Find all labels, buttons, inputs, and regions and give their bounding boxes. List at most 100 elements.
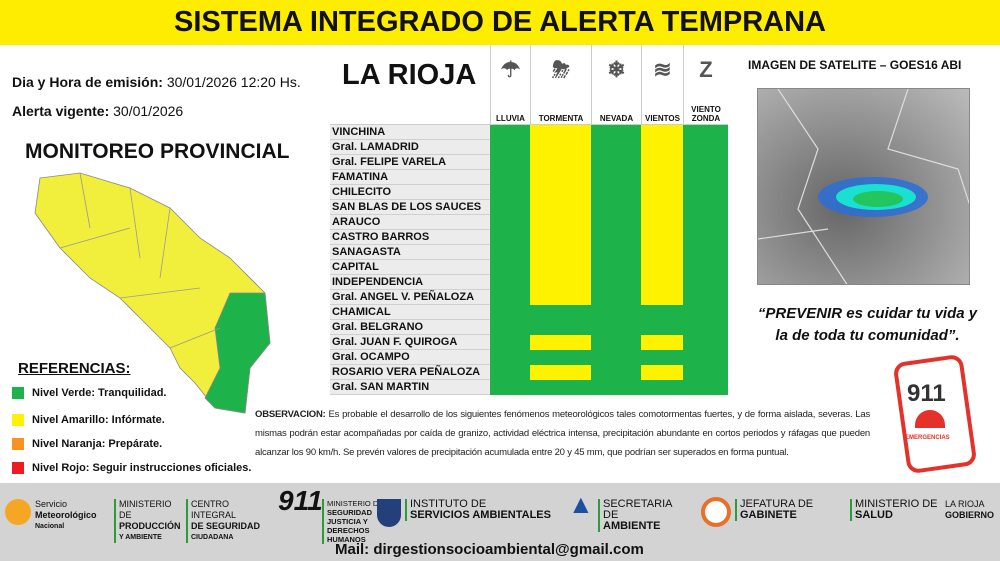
table-header: LA RIOJA ☂ LLUVIA ⛈ TORMENTA ❄ NEVADA ≋ VIENTOS… [330, 45, 728, 125]
department-name: INDEPENDENCIA [330, 275, 490, 289]
table-row: ARAUCO [330, 215, 728, 230]
alert-cell-green [591, 230, 641, 245]
alert-cell-yellow [530, 155, 591, 170]
alert-cell-yellow [530, 365, 591, 380]
department-name: CHILECITO [330, 185, 490, 199]
partner-logo: CENTRO INTEGRAL DE SEGURIDAD CIUDADANA 911 [186, 487, 323, 543]
gabinete-emblem-icon [701, 497, 731, 527]
alert-cell-green [490, 365, 530, 380]
department-name: Gral. SAN MARTIN [330, 380, 490, 394]
alert-cell-yellow [641, 170, 683, 185]
column-label: VIENTO ZONDA [691, 105, 721, 123]
alert-cell-yellow [641, 365, 683, 380]
map-green-region [204, 292, 271, 414]
department-name: CHAMICAL [330, 305, 490, 319]
reference-label: Nivel Amarillo: Infórmate. [32, 414, 165, 426]
table-row: Gral. OCAMPO [330, 350, 728, 365]
alert-cell-green [683, 125, 728, 140]
alert-cell-green [490, 305, 530, 320]
partner-logo: INSTITUTO DE SERVICIOS AMBIENTALES [377, 498, 570, 527]
logo-line: JUSTICIA Y DERECHOS HUMANOS [327, 517, 370, 544]
logo-line: DE SEGURIDAD [191, 521, 261, 531]
color-swatch [12, 462, 24, 474]
alert-cell-green [683, 365, 728, 380]
alert-cell-green [591, 350, 641, 365]
emission-value: 30/01/2026 12:20 Hs. [166, 74, 301, 90]
alert-cell-green [683, 320, 728, 335]
department-name: VINCHINA [330, 125, 490, 139]
alert-cell-yellow [530, 230, 591, 245]
satellite-title: IMAGEN DE SATELITE – GOES16 ABI [748, 58, 962, 72]
logo-line: PRODUCCIÓN [119, 521, 181, 531]
alert-cell-green [490, 155, 530, 170]
alert-cell-green [683, 380, 728, 395]
department-name: Gral. JUAN F. QUIROGA [330, 335, 490, 349]
department-name: Gral. OCAMPO [330, 350, 490, 364]
alert-cell-green [591, 245, 641, 260]
satellite-image [757, 88, 970, 285]
table-row: Gral. JUAN F. QUIROGA [330, 335, 728, 350]
department-name: FAMATINA [330, 170, 490, 184]
alert-cell-yellow [530, 215, 591, 230]
zonda-icon: Z [699, 57, 713, 82]
alert-cell-yellow [641, 275, 683, 290]
alert-cell-green [591, 335, 641, 350]
shield-icon [377, 499, 401, 527]
alert-cell-green [591, 365, 641, 380]
alert-cell-yellow [641, 155, 683, 170]
rain-cloud-icon: ☂ [500, 57, 521, 82]
table-title: LA RIOJA [342, 59, 477, 91]
partner-logo: MINISTERIO DE SALUD [850, 499, 940, 521]
table-row: Gral. LAMADRID [330, 140, 728, 155]
alert-cell-yellow [530, 275, 591, 290]
alert-cell-green [683, 185, 728, 200]
table-row: SAN BLAS DE LOS SAUCES [330, 200, 728, 215]
table-row: CHAMICAL [330, 305, 728, 320]
table-row: VINCHINA [330, 125, 728, 140]
alert-cell-green [591, 215, 641, 230]
valid-info: Alerta vigente: 30/01/2026 [12, 103, 183, 119]
logo-line: LA RIOJA [945, 499, 985, 509]
alert-cell-green [490, 230, 530, 245]
alert-cell-green [591, 185, 641, 200]
alert-cell-green [683, 260, 728, 275]
color-swatch [12, 387, 24, 399]
alert-cell-green [591, 305, 641, 320]
alert-cell-green [683, 275, 728, 290]
observation-text: OBSERVACION: Es probable el desarrollo d… [255, 405, 870, 462]
department-name: Gral. LAMADRID [330, 140, 490, 154]
alert-cell-yellow [641, 200, 683, 215]
table-row: CHILECITO [330, 185, 728, 200]
department-name: ROSARIO VERA PEÑALOZA [330, 365, 490, 379]
alert-cell-yellow [530, 200, 591, 215]
partner-logo: MINISTERIO DE SEGURIDAD JUSTICIA Y DERECHO… [322, 499, 386, 544]
column-label: NEVADA [599, 114, 634, 123]
alert-cell-yellow [530, 170, 591, 185]
alert-cell-green [530, 380, 591, 395]
emission-label: Dia y Hora de emisión: [12, 74, 163, 90]
column-header: ≋ VIENTOS [641, 45, 683, 125]
alert-cell-green [683, 290, 728, 305]
alert-cell-green [591, 155, 641, 170]
logo-line: MINISTERIO DE [119, 499, 172, 520]
table-row: Gral. SAN MARTIN [330, 380, 728, 395]
alert-cell-yellow [641, 245, 683, 260]
logo-line: INSTITUTO DE [410, 498, 487, 510]
monitoring-title: MONITOREO PROVINCIAL [25, 140, 290, 163]
reference-label: Nivel Naranja: Prepárate. [32, 438, 163, 450]
alert-cell-green [683, 305, 728, 320]
table-row: FAMATINA [330, 170, 728, 185]
alert-table: LA RIOJA ☂ LLUVIA ⛈ TORMENTA ❄ NEVADA ≋ VIENTOS… [330, 45, 728, 395]
logo-911: 911 [278, 485, 323, 516]
department-name: CAPITAL [330, 260, 490, 274]
department-name: Gral. ANGEL V. PEÑALOZA [330, 290, 490, 304]
alert-cell-green [591, 125, 641, 140]
alert-cell-yellow [641, 125, 683, 140]
alert-cell-green [490, 140, 530, 155]
partner-logo: ▲ SECRETARIA DE AMBIENTE [568, 491, 688, 532]
table-row: CAPITAL [330, 260, 728, 275]
logo-line: GABINETE [740, 509, 797, 521]
contact-email[interactable]: Mail: dirgestionsocioambiental@gmail.com [335, 541, 644, 558]
alert-cell-green [641, 350, 683, 365]
table-row: Gral. ANGEL V. PEÑALOZA [330, 290, 728, 305]
